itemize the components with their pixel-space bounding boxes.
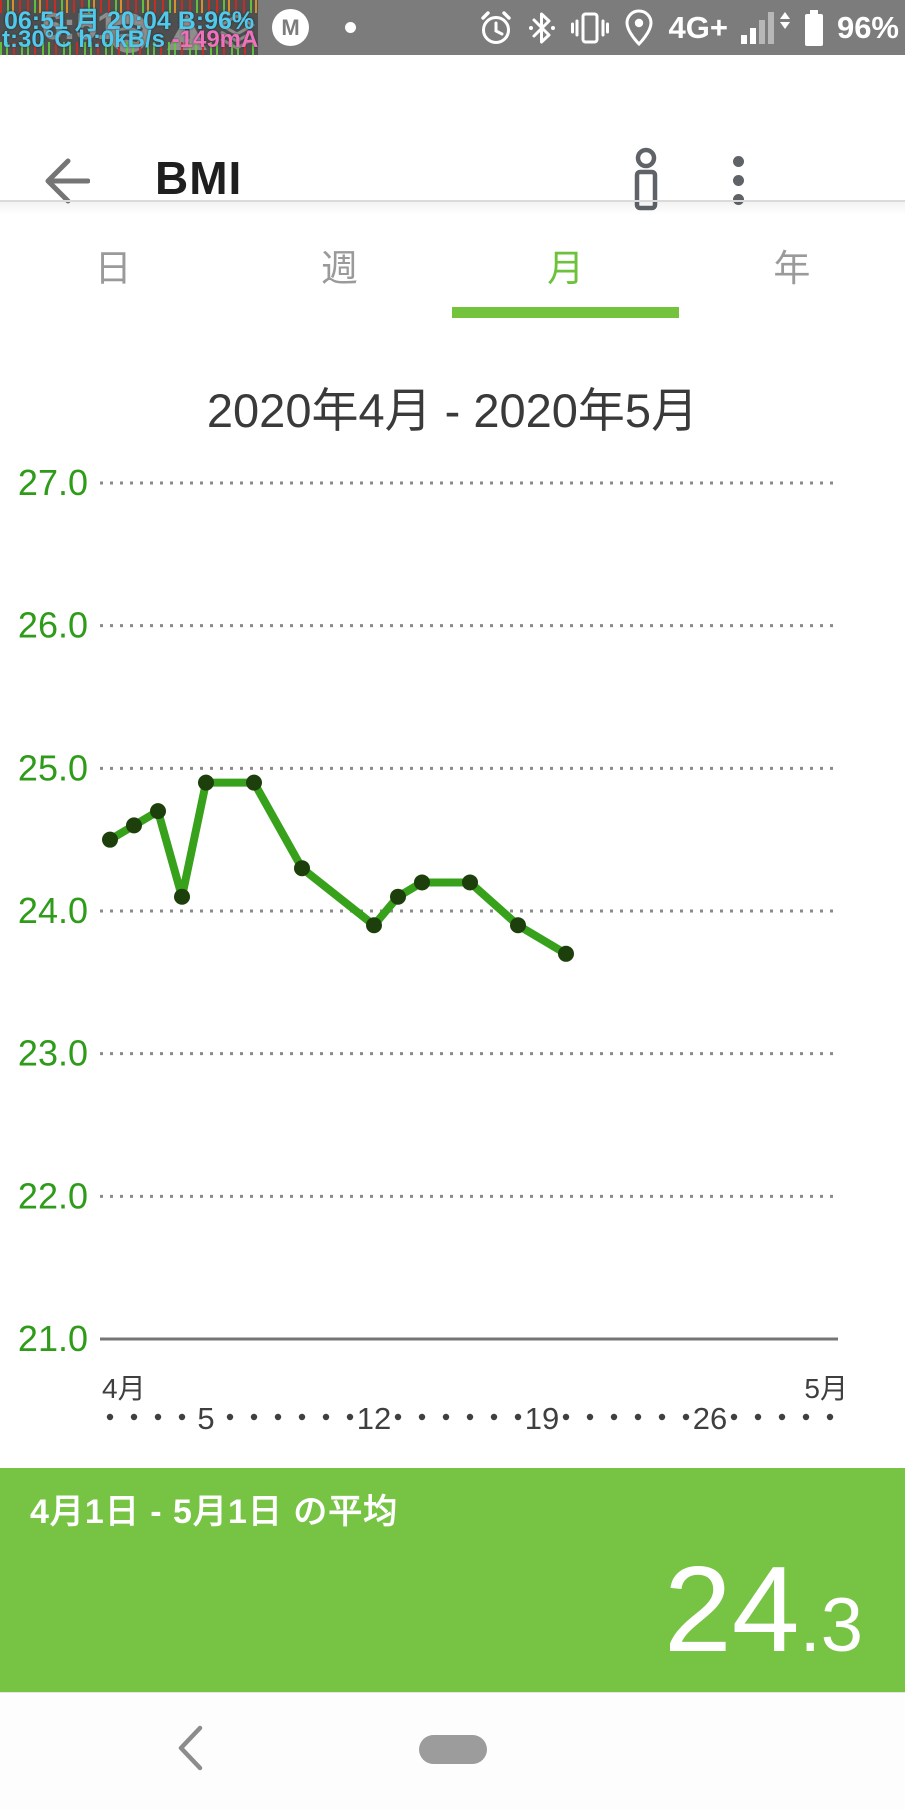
monitor-line1: 06:51 月 20:04 B:96%: [4, 7, 255, 35]
period-tab-bar: 日 週 月 年: [0, 202, 905, 318]
status-icons-right: 4G+ 96%: [478, 0, 899, 55]
svg-text:5: 5: [197, 1401, 214, 1436]
bluetooth-icon: [529, 12, 556, 43]
average-value: 24.3: [663, 1541, 863, 1677]
tab-week[interactable]: 週: [320, 248, 358, 289]
svg-text:24.0: 24.0: [18, 890, 88, 931]
tab-year[interactable]: 年: [773, 248, 811, 289]
app-bar: BMI: [0, 55, 905, 211]
tab-month[interactable]: 月: [547, 248, 585, 289]
battery-percent-label: 96%: [836, 9, 899, 45]
home-gesture-pill[interactable]: [419, 1735, 487, 1764]
network-type-label: 4G+: [668, 9, 728, 45]
system-navigation-bar: [0, 1692, 905, 1810]
notification-dot-icon: [345, 22, 356, 33]
svg-text:23.0: 23.0: [18, 1033, 88, 1074]
svg-text:19: 19: [525, 1401, 559, 1436]
svg-text:26.0: 26.0: [18, 605, 88, 646]
svg-text:26: 26: [693, 1401, 727, 1436]
tab-day[interactable]: 日: [94, 248, 132, 289]
alarm-icon: [481, 10, 512, 44]
cpu-graph-ticks: [0, 0, 258, 13]
svg-text:4月: 4月: [102, 1373, 146, 1404]
svg-text:27.0: 27.0: [18, 462, 88, 503]
svg-text:25.0: 25.0: [18, 747, 88, 788]
battery-icon: [804, 9, 823, 46]
svg-text:12: 12: [357, 1401, 391, 1436]
gmail-m-notification-icon: M: [272, 9, 309, 46]
signal-strength-icon: [740, 11, 790, 44]
back-arrow-button[interactable]: [38, 155, 90, 207]
status-bar: 6:51 M: [0, 0, 905, 55]
appbar-shadow: [0, 202, 905, 215]
net-graph-ticks: [0, 42, 258, 55]
chart-title: 2020年4月 - 2020年5月: [206, 384, 699, 437]
vibrate-icon: [571, 12, 610, 43]
svg-text:5月: 5月: [804, 1373, 848, 1404]
bmi-line-chart[interactable]: 27.0 26.0 25.0 24.0 23.0 22.0 21.0 4月 5月 5 12 19 26: [0, 0, 905, 1460]
svg-text:22.0: 22.0: [18, 1175, 88, 1216]
svg-text:21.0: 21.0: [18, 1318, 88, 1359]
overflow-menu-button[interactable]: [718, 147, 758, 213]
current-draw-value: -149mA: [171, 26, 259, 53]
monitor-line2: t:30°C h:0kB/s -149mA: [2, 26, 259, 53]
body-info-button[interactable]: [626, 147, 666, 213]
average-summary-panel: 4月1日 - 5月1日 の平均 24.3: [0, 1468, 905, 1692]
page-title: BMI: [155, 152, 243, 204]
average-range-label: 4月1日 - 5月1日 の平均: [30, 1493, 399, 1531]
appbar-divider: [0, 200, 905, 202]
location-icon: [625, 8, 653, 46]
active-tab-indicator: [452, 307, 679, 318]
nav-back-chevron-button[interactable]: [176, 1725, 204, 1771]
system-monitor-overlay: 06:51 月 20:04 B:96% t:30°C h:0kB/s -149m…: [0, 0, 258, 55]
